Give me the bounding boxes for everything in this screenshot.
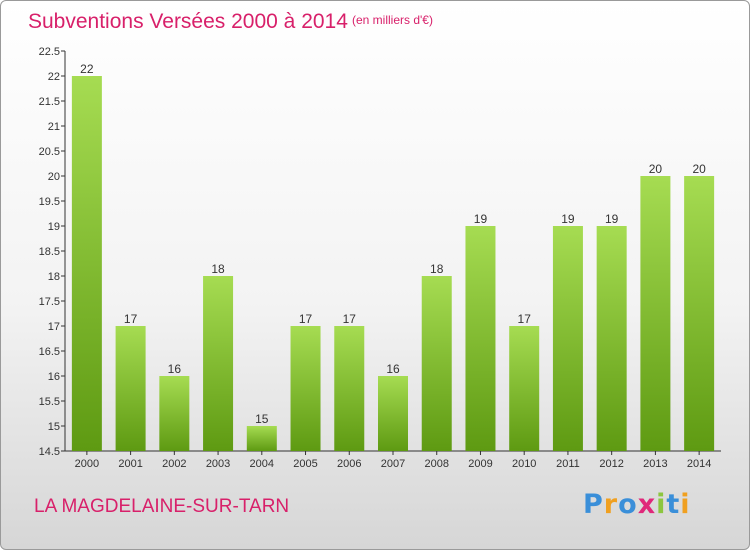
bar-2005 bbox=[290, 326, 321, 451]
y-tick-label: 21 bbox=[48, 121, 60, 133]
data-label-2006: 17 bbox=[343, 312, 357, 326]
x-tick-label: 2014 bbox=[687, 458, 711, 470]
bars bbox=[71, 76, 715, 451]
bar-2008 bbox=[421, 276, 452, 451]
bar-2002 bbox=[159, 376, 190, 451]
commune-name: LA MAGDELAINE-SUR-TARN bbox=[34, 496, 290, 517]
data-label-2013: 20 bbox=[649, 162, 663, 176]
data-label-2000: 22 bbox=[80, 62, 94, 76]
y-tick-label: 17 bbox=[48, 321, 60, 333]
bar-2012 bbox=[596, 226, 627, 451]
bar-2011 bbox=[552, 226, 583, 451]
bar-2007 bbox=[378, 376, 408, 451]
proxiti-logo[interactable]: Proxiti bbox=[583, 489, 691, 520]
data-labels: 22 17 16 18 15 17 17 16 18 19 17 19 19 20 20 bbox=[80, 62, 706, 426]
data-label-2004: 15 bbox=[255, 412, 269, 426]
y-tick-label: 22 bbox=[48, 71, 60, 83]
data-label-2014: 20 bbox=[692, 162, 706, 176]
bar-2014 bbox=[684, 176, 715, 451]
y-tick-label: 19.5 bbox=[39, 196, 60, 208]
x-tick-label: 2008 bbox=[424, 458, 448, 470]
data-label-2003: 18 bbox=[211, 262, 225, 276]
unit-note: (en milliers d'€) bbox=[352, 13, 433, 27]
logo-letter: P bbox=[583, 489, 604, 520]
bar-2006 bbox=[334, 326, 365, 451]
y-tick-label: 15 bbox=[48, 421, 60, 433]
logo-letter: i bbox=[656, 489, 667, 520]
y-tick-label: 18.5 bbox=[39, 246, 60, 258]
chart-title: Subventions Versées 2000 à 2014 bbox=[28, 10, 348, 33]
y-tick-label: 18 bbox=[48, 271, 60, 283]
x-tick-label: 2001 bbox=[118, 458, 142, 470]
bar-2003 bbox=[203, 276, 234, 451]
x-tick-label: 2003 bbox=[206, 458, 230, 470]
x-tick-label: 2006 bbox=[337, 458, 361, 470]
x-tick-label: 2007 bbox=[381, 458, 405, 470]
bar-2004 bbox=[246, 426, 277, 451]
y-tick-label: 21.5 bbox=[39, 96, 60, 108]
y-tick-label: 19 bbox=[48, 221, 60, 233]
x-tick-label: 2011 bbox=[556, 458, 580, 470]
y-tick-label: 20 bbox=[48, 171, 60, 183]
data-label-2012: 19 bbox=[605, 212, 619, 226]
logo-letter: t bbox=[666, 489, 681, 520]
x-tick-label: 2004 bbox=[250, 458, 274, 470]
y-tick-label: 14.5 bbox=[39, 446, 60, 458]
data-label-2011: 19 bbox=[561, 212, 575, 226]
y-tick-label: 17.5 bbox=[39, 296, 60, 308]
x-tick-label: 2010 bbox=[512, 458, 536, 470]
logo-letter: r bbox=[603, 489, 619, 520]
logo-letter: i bbox=[680, 489, 691, 520]
bar-2000 bbox=[71, 76, 102, 451]
x-tick-label: 2012 bbox=[599, 458, 623, 470]
data-label-2008: 18 bbox=[430, 262, 444, 276]
logo-letter: x bbox=[637, 489, 657, 520]
data-label-2001: 17 bbox=[124, 312, 138, 326]
x-tick-label: 2005 bbox=[293, 458, 317, 470]
bar-2013 bbox=[640, 176, 671, 451]
y-tick-label: 22.5 bbox=[39, 46, 60, 58]
y-tick-label: 20.5 bbox=[39, 146, 60, 158]
data-label-2009: 19 bbox=[474, 212, 488, 226]
y-tick-label: 16.5 bbox=[39, 346, 60, 358]
data-label-2007: 16 bbox=[386, 362, 400, 376]
data-label-2005: 17 bbox=[299, 312, 313, 326]
logo-letter: o bbox=[618, 489, 638, 520]
x-tick-label: 2009 bbox=[468, 458, 492, 470]
x-tick-label: 2002 bbox=[162, 458, 186, 470]
x-tick-label: 2000 bbox=[75, 458, 99, 470]
data-label-2002: 16 bbox=[168, 362, 182, 376]
data-label-2010: 17 bbox=[518, 312, 532, 326]
bar-2009 bbox=[465, 226, 496, 451]
x-tick-label: 2013 bbox=[643, 458, 667, 470]
bar-2001 bbox=[115, 326, 146, 451]
y-tick-label: 16 bbox=[48, 371, 60, 383]
y-tick-label: 15.5 bbox=[39, 396, 60, 408]
bar-2010 bbox=[509, 326, 540, 451]
